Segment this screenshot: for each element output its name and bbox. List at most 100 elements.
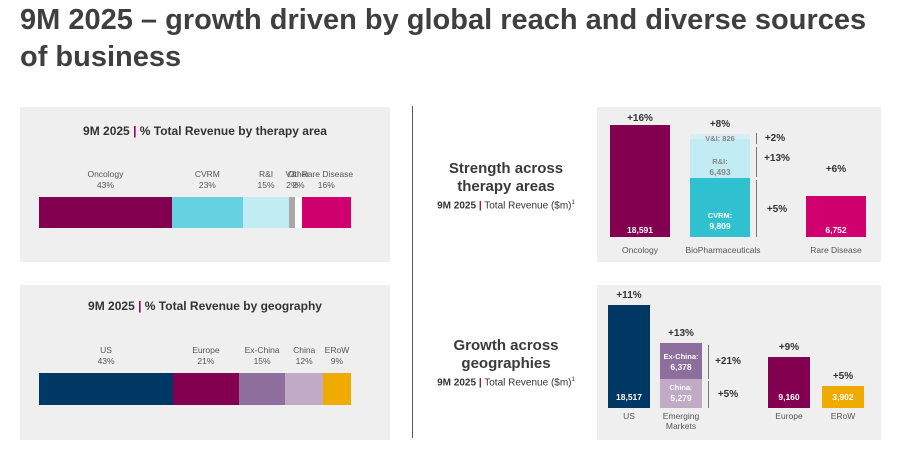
geo-section-heading: Growth across geographies [426,337,586,373]
china-value-label: China: 5,279 [660,383,702,403]
share-segment-europe [173,373,239,405]
therapy-heading-line1: Strength across [448,160,564,177]
geo-share-title-rest: % Total Revenue by geography [144,299,322,313]
share-label-china: China 12% [285,345,322,367]
rare-disease-growth-label: +6% [825,164,847,175]
ex-china-segment [660,343,702,379]
share-label-other: Other 2% [286,169,310,191]
vi-growth-bracket [756,133,757,144]
share-label-name: R&I [258,169,274,179]
share-segment-china [285,373,323,405]
share-label-name: US [100,345,112,355]
europe-bar [768,357,810,408]
oncology-category-label: Oncology [622,245,658,255]
cvrm-growth-label: +5% [766,204,788,215]
erow-value-label: 3,902 [832,392,854,402]
rare-disease-value-label: 6,752 [825,225,847,235]
us-growth-label: +11% [616,290,642,301]
share-label-v-i: V&I 2% [280,169,304,191]
share-label-pct: 43% [97,356,115,366]
share-segment-rare-disease [301,197,351,228]
europe-value-label: 9,160 [778,392,800,402]
share-segment-erow [322,373,351,405]
vi-growth-label: +2% [764,133,786,144]
china-segment [660,378,702,408]
share-segment-r-i [242,197,290,228]
emerging-growth-label: +13% [668,328,694,339]
therapy-share-title: 9M 2025 | % Total Revenue by therapy are… [83,124,327,138]
geo-share-panel: 9M 2025 | % Total Revenue by geography U… [20,285,390,440]
china-label-value: 5,279 [670,393,692,403]
geo-sub-bold: 9M 2025 [437,377,477,389]
geo-share-title-bold: 9M 2025 [88,299,135,313]
share-segment-oncology [39,197,172,228]
share-label-name: ERoW [324,345,350,355]
geo-sub-sup: 1 [571,377,575,383]
share-label-ex-china: Ex-China 15% [239,345,286,367]
share-segment-us [39,373,174,405]
ex-china-value-label: Ex-China: 6,378 [660,352,702,372]
oncology-value-label: 18,591 [627,225,653,235]
ri-label-value: 6,493 [709,167,731,177]
therapy-section-heading: Strength across therapy areas [426,160,586,196]
europe-category-label: Europe [775,411,803,421]
share-label-cvrm: CVRM 23% [172,169,243,191]
therapy-share-panel: 9M 2025 | % Total Revenue by therapy are… [20,107,390,262]
share-label-r-i: R&I 15% [243,169,289,191]
share-label-name: V&I [285,169,300,179]
therapy-sub-sup: 1 [571,200,575,206]
biopharma-growth-label: +8% [709,119,731,130]
therapy-share-title-bold: 9M 2025 [83,124,130,138]
therapy-heading-line2: therapy areas [457,178,555,195]
cvrm-segment [690,177,750,237]
emerging-label-line1: Emerging [662,411,700,421]
page-title: 9M 2025 – growth driven by global reach … [20,4,867,73]
share-label-name: China [293,345,316,355]
therapy-section-subtitle: 9M 2025 | Total Revenue ($m)1 [437,200,575,212]
share-label-pct: 15% [257,180,275,190]
share-label-pct: 12% [295,356,313,366]
share-label-pct: 16% [317,180,335,190]
oncology-growth-label: +16% [627,113,653,124]
geo-sub-rest: Total Revenue ($m) [484,377,572,389]
biopharma-category-label: BioPharmaceuticals [685,245,761,255]
rare-disease-category-label: Rare Disease [810,245,862,255]
us-value-label: 18,517 [616,392,642,402]
ex-china-growth-bracket [708,345,709,379]
ex-china-label-name: Ex-China: [663,352,699,361]
geo-heading-line1: Growth across [453,337,559,354]
us-bar [608,305,650,408]
share-segment-cvrm [171,197,243,228]
share-label-europe: Europe 21% [173,345,239,367]
geo-heading-line2: geographies [461,355,551,372]
share-label-us: US 43% [39,345,173,367]
china-growth-label: +5% [717,389,739,400]
ri-growth-label: +13% [764,153,790,164]
ri-value-label: R&I: 6,493 [690,157,750,177]
share-label-name: CVRM [194,169,220,179]
share-segment-v-i [289,197,296,228]
share-label-name: Rare Disease [301,169,354,179]
ri-segment [690,138,750,178]
geo-share-title: 9M 2025 | % Total Revenue by geography [88,299,322,313]
share-label-name: Europe [192,345,220,355]
share-label-rare-disease: Rare Disease 16% [301,169,354,191]
ri-label-name: R&I: [712,157,728,166]
erow-category-label: ERoW [830,411,856,421]
share-segment-ex-china [238,373,286,405]
china-growth-bracket [708,381,709,408]
ex-china-label-value: 6,378 [670,362,692,372]
share-label-pct: 2% [286,180,299,190]
therapy-share-title-rest: % Total Revenue by therapy area [139,124,327,138]
share-label-pct: 43% [96,180,114,190]
share-label-pct: 23% [198,180,216,190]
share-label-pct: 2% [292,180,305,190]
share-label-oncology: Oncology 43% [39,169,172,191]
share-label-erow: ERoW 9% [323,345,351,367]
rare-disease-bar [806,196,866,237]
therapy-revenue-panel: +16% 18,591 Oncology +8% V&I: 826 R&I: 6… [597,107,881,262]
vertical-divider [412,106,413,438]
share-label-name: Ex-China [244,345,280,355]
share-label-name: Oncology [87,169,124,179]
us-category-label: US [623,411,635,421]
